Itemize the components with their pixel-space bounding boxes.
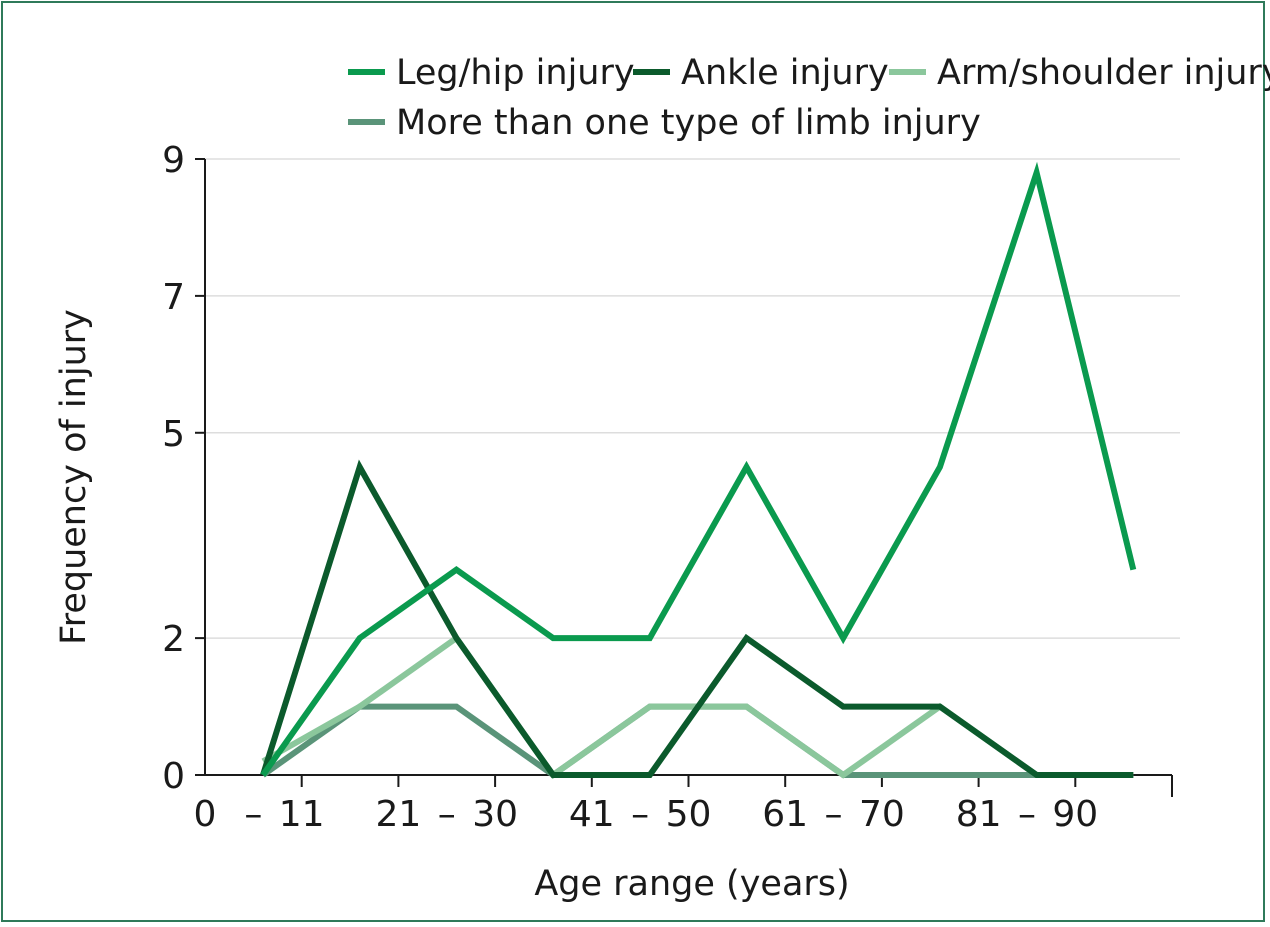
legend-label: Arm/shoulder injury	[937, 53, 1270, 93]
y-tick-label: 0	[162, 756, 185, 797]
series-lines	[260, 161, 1137, 780]
x-tick-label: 11	[279, 794, 325, 835]
y-tick-label: 5	[162, 414, 185, 455]
legend-label: More than one type of limb injury	[396, 103, 981, 143]
x-tick-label: –	[438, 794, 456, 835]
y-tick-label: 9	[162, 140, 185, 181]
x-tick-label: 81	[956, 794, 1002, 835]
x-tick-label: 61	[762, 794, 808, 835]
x-tick-label: 50	[666, 794, 712, 835]
x-ticks: 0–11 21–30 41–50 61–70 81–90	[194, 775, 1173, 835]
gridlines	[205, 158, 1180, 639]
x-tick-label: 41	[569, 794, 615, 835]
x-tick-label: –	[244, 794, 262, 835]
x-tick-label: 30	[472, 794, 518, 835]
x-tick-label: 0	[194, 794, 217, 835]
x-tick-label: –	[1018, 794, 1036, 835]
x-tick-label: 21	[375, 794, 421, 835]
x-tick-label: –	[631, 794, 649, 835]
y-axis-title: Frequency of injury	[54, 309, 94, 645]
axes	[204, 159, 1172, 776]
series-line-more-than-one-type-of-limb-injury	[261, 703, 1134, 779]
legend-label: Ankle injury	[681, 53, 889, 93]
x-tick-label: 90	[1052, 794, 1098, 835]
y-tick-label: 2	[162, 619, 185, 660]
legend: Leg/hip injury Ankle injury Arm/shoulder i…	[348, 53, 1270, 143]
x-tick-label: 70	[859, 794, 905, 835]
series-line-leg-hip-injury	[260, 161, 1137, 777]
legend-label: Leg/hip injury	[396, 53, 635, 93]
series-line-ankle-injury	[260, 459, 1134, 778]
x-tick-label: –	[825, 794, 843, 835]
y-tick-label: 7	[162, 277, 185, 318]
x-axis-title: Age range (years)	[534, 864, 849, 904]
y-ticks: 0 2 5 7 9	[162, 140, 205, 797]
